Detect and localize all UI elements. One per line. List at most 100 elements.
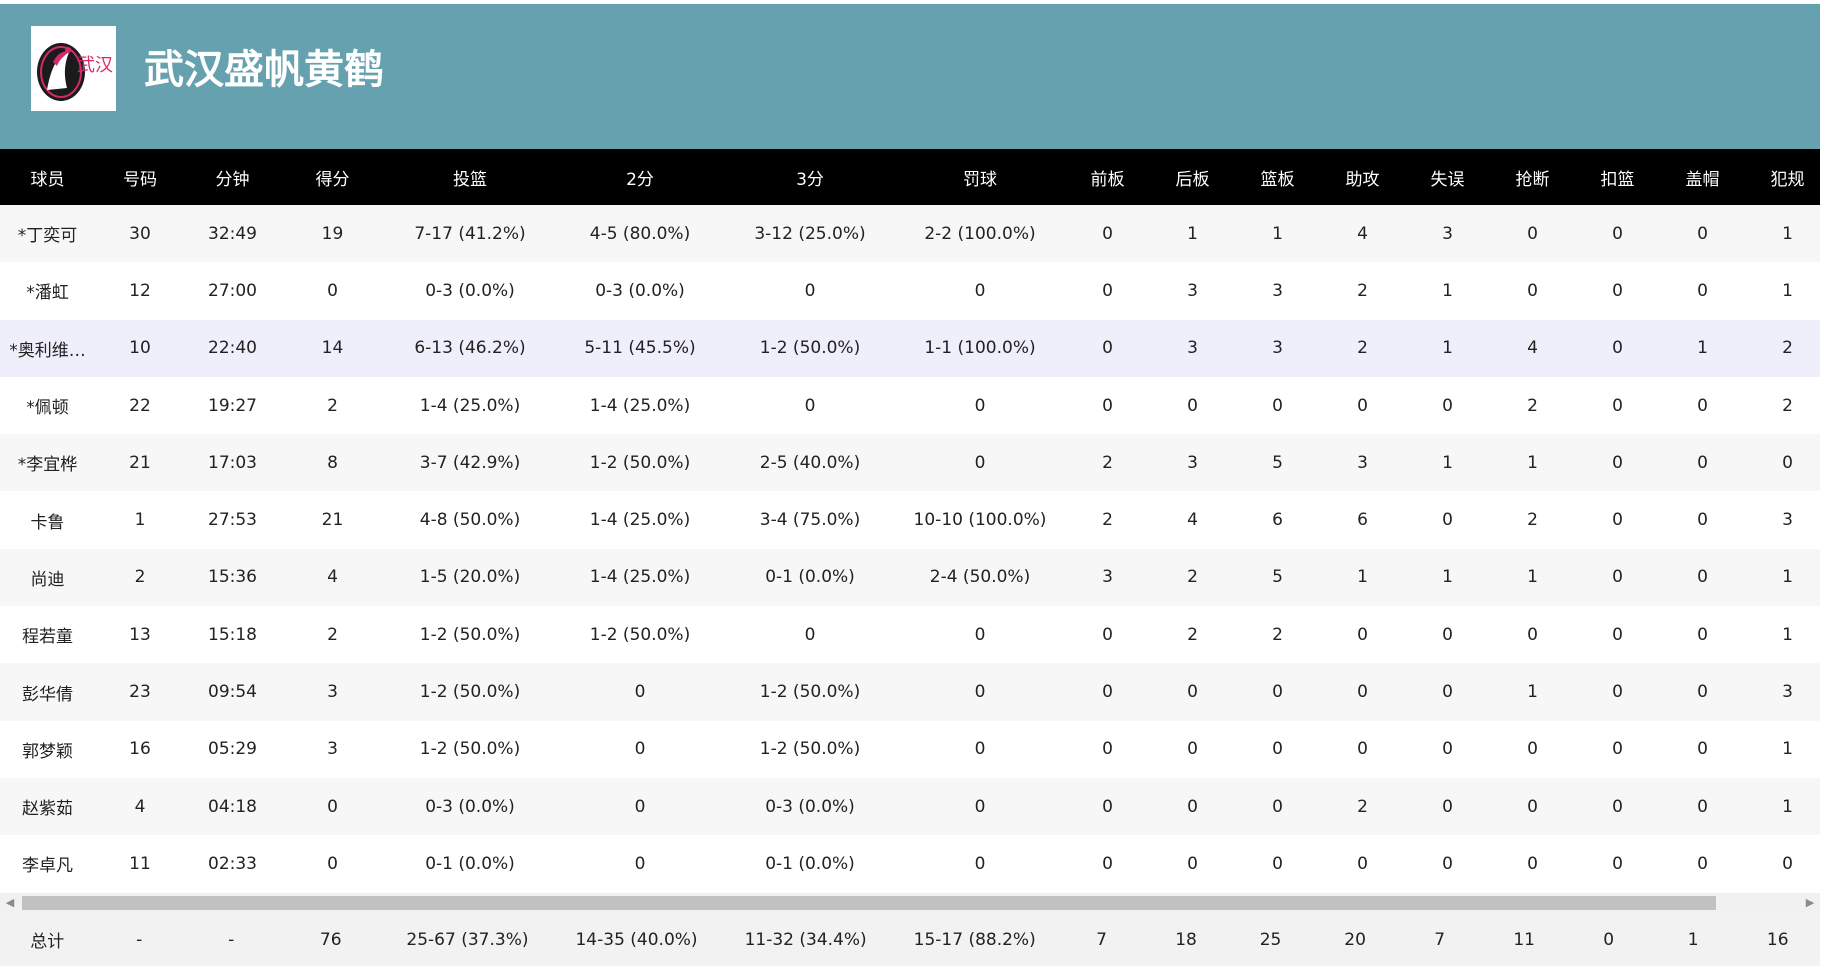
scroll-left-arrow-icon[interactable]: ◀	[5, 896, 15, 909]
cell-stl: 4	[1527, 338, 1538, 359]
cell-stl: 1	[1527, 682, 1538, 703]
cell-minutes: 27:00	[208, 280, 257, 301]
cell-blk: 0	[1697, 796, 1708, 817]
cell-number: 13	[129, 624, 151, 645]
cell-tov: 0	[1442, 395, 1453, 416]
column-header-reb: 篮板	[1260, 169, 1295, 190]
cell-oreb: 0	[1102, 739, 1113, 760]
table-row[interactable]: 彭华倩 23 09:54 3 1-2 (50.0%) 0 1-2 (50.0%) 0 0 0 0 0 0…	[0, 663, 1823, 721]
cell-points: 0	[327, 280, 338, 301]
cell-dreb: 3	[1187, 280, 1198, 301]
total-points: 76	[319, 929, 342, 950]
cell-minutes: 32:49	[208, 223, 257, 244]
cell-three-pt: 0	[804, 624, 816, 645]
player-stats-table: 球员 号码 分钟 得分 投篮 2分 3分 罚球 前板 后板 篮板 助攻 失误 抢断 扣篮 盖帽 犯规 *丁奕可 3…	[0, 149, 1823, 893]
cell-minutes: 19:27	[208, 395, 257, 416]
cell-ast: 2	[1357, 338, 1368, 359]
cell-fg: 0-3 (0.0%)	[425, 280, 515, 301]
cell-two-pt: 1-2 (50.0%)	[589, 624, 691, 645]
cell-player: 李卓凡	[22, 856, 73, 877]
cell-fg: 3-7 (42.9%)	[419, 452, 521, 473]
column-header-foul: 犯规	[1770, 169, 1805, 190]
total-tov: 7	[1434, 929, 1446, 950]
cell-stl: 1	[1527, 567, 1538, 588]
table-row[interactable]: *佩顿 22 19:27 2 1-4 (25.0%) 1-4 (25.0%) 0 0 0 0 0 0 0…	[0, 376, 1823, 435]
cell-dunk: 0	[1612, 452, 1623, 473]
cell-foul: 0	[1782, 853, 1793, 874]
column-header-oreb: 前板	[1090, 169, 1125, 190]
total-two-pt: 14-35 (40.0%)	[575, 929, 698, 950]
table-row[interactable]: 李卓凡 11 02:33 0 0-1 (0.0%) 0 0-1 (0.0%) 0 0 0 0 0 0 0 0…	[0, 835, 1823, 893]
cell-blk: 0	[1697, 853, 1708, 874]
cell-dreb: 3	[1187, 338, 1198, 359]
table-row[interactable]: *奥利维… 10 22:40 14 6-13 (46.2%) 5-11 (45.5%) 1-…	[0, 319, 1823, 377]
cell-ft: 2-2 (100.0%)	[924, 223, 1036, 244]
cell-minutes: 22:40	[208, 338, 257, 359]
column-header-stl: 抢断	[1515, 169, 1550, 190]
cell-player: 尚迪	[30, 569, 65, 590]
table-row[interactable]: 赵紫茹 4 04:18 0 0-3 (0.0%) 0 0-3 (0.0%) 0 0 0 0 2 0 0 0 0…	[0, 777, 1823, 836]
cell-three-pt: 0-1 (0.0%)	[765, 567, 855, 588]
cell-blk: 1	[1697, 338, 1708, 359]
cell-fg: 1-2 (50.0%)	[419, 739, 521, 760]
cell-player: *丁奕可	[17, 226, 78, 247]
cell-dunk: 0	[1612, 510, 1623, 531]
cell-points: 0	[327, 796, 338, 817]
cell-stl: 2	[1527, 510, 1538, 531]
cell-player: 赵紫茹	[22, 799, 73, 820]
cell-stl: 1	[1527, 452, 1538, 473]
cell-ast: 6	[1357, 510, 1368, 531]
total-ast: 20	[1344, 929, 1366, 950]
team-name: 武汉盛帆黄鹤	[144, 47, 384, 93]
scroll-right-arrow-icon[interactable]: ▶	[1805, 896, 1815, 909]
cell-points: 4	[327, 567, 338, 588]
column-header-dunk: 扣篮	[1600, 169, 1635, 190]
cell-points: 19	[321, 223, 344, 244]
cell-two-pt: 0	[634, 796, 646, 817]
horizontal-scrollbar[interactable]: ◀ ▶	[0, 893, 1820, 913]
cell-reb: 0	[1272, 682, 1283, 703]
total-oreb: 7	[1096, 929, 1107, 950]
column-header-two-pt: 2分	[626, 169, 654, 190]
cell-three-pt: 1-2 (50.0%)	[759, 682, 861, 703]
cell-two-pt: 1-2 (50.0%)	[589, 452, 691, 473]
totals-label: 总计	[30, 932, 65, 952]
cell-three-pt: 0-1 (0.0%)	[765, 853, 855, 874]
table-row[interactable]: 尚迪 2 15:36 4 1-5 (20.0%) 1-4 (25.0%) 0-1 (0.0%…	[0, 548, 1823, 607]
table-row[interactable]: 卡鲁 1 27:53 21 4-8 (50.0%) 1-4 (25.0%) 3-4 (75.…	[0, 491, 1823, 549]
cell-foul: 0	[1782, 452, 1793, 473]
table-row[interactable]: *潘虹 12 27:00 0 0-3 (0.0%) 0-3 (0.0%) 0 0 0 3 3 2 1 0 0…	[0, 262, 1823, 320]
total-foul: 16	[1766, 929, 1789, 950]
cell-tov: 0	[1442, 796, 1453, 817]
cell-fg: 1-2 (50.0%)	[419, 624, 521, 645]
cell-stl: 0	[1527, 624, 1538, 645]
cell-foul: 1	[1782, 739, 1793, 760]
cell-ast: 0	[1357, 682, 1368, 703]
table-header-row: 球员 号码 分钟 得分 投篮 2分 3分 罚球 前板 后板 篮板 助攻 失误 抢断 扣篮 盖帽 犯规	[0, 149, 1823, 205]
cell-minutes: 09:54	[208, 682, 257, 703]
table-row[interactable]: 程若童 13 15:18 2 1-2 (50.0%) 1-2 (50.0%) 0 0 0 2 2 0 0…	[0, 606, 1823, 664]
cell-points: 14	[321, 338, 344, 359]
cell-oreb: 0	[1102, 223, 1113, 244]
cell-minutes: 15:36	[208, 567, 257, 588]
cell-number: 11	[129, 853, 151, 874]
scrollbar-thumb[interactable]	[22, 896, 1716, 910]
cell-foul: 2	[1782, 395, 1793, 416]
column-header-ft: 罚球	[963, 169, 997, 190]
cell-three-pt: 3-12 (25.0%)	[754, 223, 866, 244]
cell-fg: 6-13 (46.2%)	[414, 338, 526, 359]
table-row[interactable]: *李宜桦 21 17:03 8 3-7 (42.9%) 1-2 (50.0%) 2-5 (4…	[0, 434, 1823, 492]
cell-dunk: 0	[1612, 682, 1623, 703]
cell-points: 2	[327, 395, 338, 416]
svg-text:武汉: 武汉	[77, 55, 113, 76]
cell-ft: 0	[974, 796, 986, 817]
cell-blk: 0	[1697, 510, 1708, 531]
table-row[interactable]: *丁奕可 30 32:49 19 7-17 (41.2%) 4-5 (80.0%) 3-12…	[0, 205, 1823, 263]
cell-oreb: 2	[1102, 452, 1113, 473]
cell-dunk: 0	[1612, 280, 1623, 301]
cell-two-pt: 0-3 (0.0%)	[595, 280, 685, 301]
cell-foul: 1	[1782, 567, 1793, 588]
cell-three-pt: 3-4 (75.0%)	[759, 510, 861, 531]
total-number: -	[136, 929, 143, 950]
table-row[interactable]: 郭梦颖 16 05:29 3 1-2 (50.0%) 0 1-2 (50.0%) 0 0 0 0 0 0…	[0, 720, 1823, 778]
